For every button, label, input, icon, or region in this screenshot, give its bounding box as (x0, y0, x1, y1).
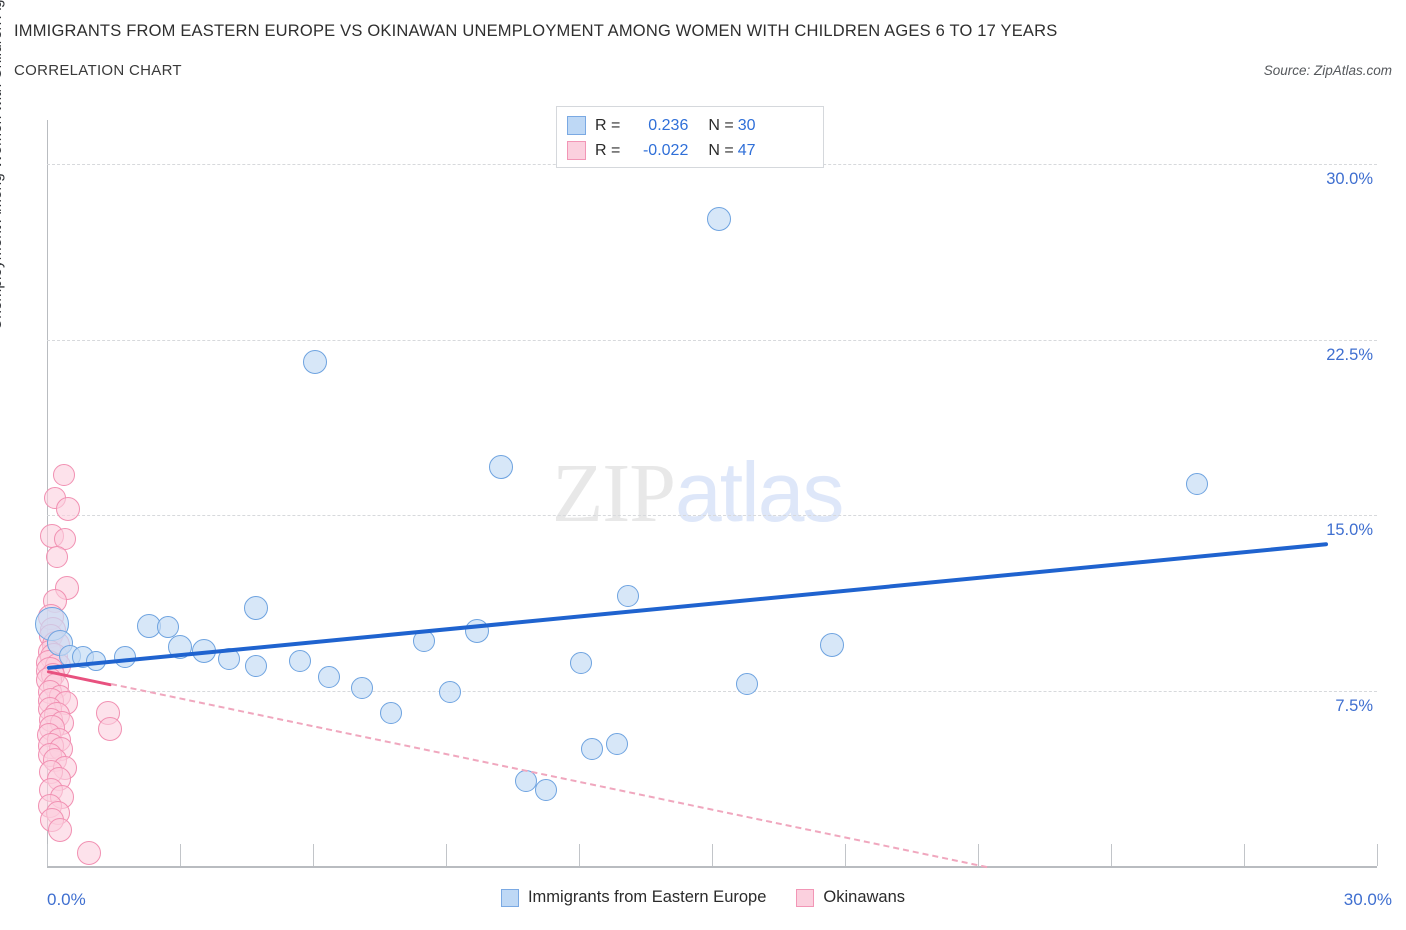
data-point-blue[interactable] (706, 207, 731, 232)
pink-series-swatch-icon (567, 141, 586, 160)
x-axis-tick (313, 844, 314, 866)
data-point-blue[interactable] (605, 733, 628, 756)
chart-subtitle: CORRELATION CHART (14, 62, 182, 79)
data-point-blue[interactable] (581, 738, 604, 761)
data-point-pink[interactable] (56, 497, 81, 522)
stats-row-pink: R = -0.022 N = 47 (567, 138, 813, 163)
source-attribution: Source: ZipAtlas.com (1263, 63, 1392, 78)
watermark-atlas: atlas (675, 445, 844, 539)
x-axis-tick (579, 844, 580, 866)
blue-n-value: 30 (737, 116, 756, 134)
legend-label-okinawans: Okinawans (823, 888, 906, 906)
x-axis-line (47, 866, 1377, 868)
x-axis-tick (712, 844, 713, 866)
y-axis-tick-label: 30.0% (1326, 170, 1373, 189)
data-point-blue[interactable] (379, 701, 402, 724)
data-point-blue[interactable] (489, 455, 514, 480)
data-point-blue[interactable] (616, 584, 639, 607)
x-axis-tick (845, 844, 846, 866)
page-title: IMMIGRANTS FROM EASTERN EUROPE VS OKINAW… (14, 22, 1058, 40)
blue-trend-line (46, 542, 1329, 671)
pink-trend-line-dashed (111, 683, 988, 868)
data-point-pink[interactable] (52, 464, 75, 487)
data-point-blue[interactable] (514, 769, 537, 792)
blue-n-label: N = (708, 116, 734, 134)
data-point-blue[interactable] (736, 672, 759, 695)
plot-area: ZIPatlas 7.5% 15.0% 22.5% 30.0% (35, 120, 1378, 868)
data-point-blue[interactable] (245, 655, 268, 678)
data-point-blue[interactable] (570, 651, 593, 674)
stats-row-blue: R = 0.236 N = 30 (567, 113, 813, 138)
data-point-pink[interactable] (45, 546, 68, 569)
data-point-blue[interactable] (439, 680, 462, 703)
y-axis-title: Unemployment Among Women with Children A… (0, 0, 5, 330)
x-axis-tick (180, 844, 181, 866)
y-axis-tick-label: 22.5% (1326, 345, 1373, 364)
legend-item-okinawans[interactable]: Okinawans (796, 888, 905, 907)
y-axis-tick-label: 7.5% (1335, 696, 1373, 715)
gridline (47, 339, 1377, 341)
pink-r-value: -0.022 (642, 141, 689, 159)
gridline (47, 690, 1377, 692)
data-point-blue[interactable] (156, 616, 179, 639)
pink-n-label: N = (708, 141, 734, 159)
x-axis-tick (978, 844, 979, 866)
zipatlas-watermark: ZIPatlas (552, 450, 844, 536)
pink-r-label: R = (595, 141, 621, 159)
blue-r-value: 0.236 (648, 116, 689, 134)
gridline (47, 515, 1377, 517)
data-point-blue[interactable] (288, 650, 311, 673)
legend-label-immigrants: Immigrants from Eastern Europe (527, 888, 767, 906)
series-legend: Immigrants from Eastern Europe Okinawans (0, 888, 1406, 907)
data-point-blue[interactable] (244, 595, 269, 620)
data-point-blue[interactable] (317, 665, 340, 688)
watermark-zip: ZIP (552, 447, 676, 540)
x-axis-tick (446, 844, 447, 866)
x-axis-tick (1111, 844, 1112, 866)
x-axis-max-label: 30.0% (1343, 890, 1392, 909)
data-point-pink[interactable] (77, 841, 102, 866)
legend-swatch-immigrants-icon (500, 888, 519, 907)
blue-r-label: R = (595, 116, 621, 134)
data-point-blue[interactable] (350, 677, 373, 700)
data-point-pink[interactable] (48, 817, 73, 842)
x-axis-tick (1377, 844, 1378, 866)
legend-swatch-okinawans-icon (796, 888, 815, 907)
y-axis-tick-label: 15.0% (1326, 521, 1373, 540)
correlation-stats-box: R = 0.236 N = 30 R = -0.022 N = 47 (556, 106, 824, 168)
data-point-blue[interactable] (1186, 472, 1209, 495)
legend-item-immigrants[interactable]: Immigrants from Eastern Europe (500, 888, 767, 907)
blue-series-swatch-icon (567, 116, 586, 135)
x-axis-min-label: 0.0% (47, 890, 86, 909)
data-point-blue[interactable] (819, 633, 844, 657)
data-point-blue[interactable] (303, 350, 328, 375)
data-point-blue[interactable] (534, 778, 557, 801)
pink-n-value: 47 (737, 141, 756, 159)
x-axis-tick (47, 844, 48, 866)
x-axis-tick (1244, 844, 1245, 866)
data-point-pink[interactable] (97, 717, 122, 742)
